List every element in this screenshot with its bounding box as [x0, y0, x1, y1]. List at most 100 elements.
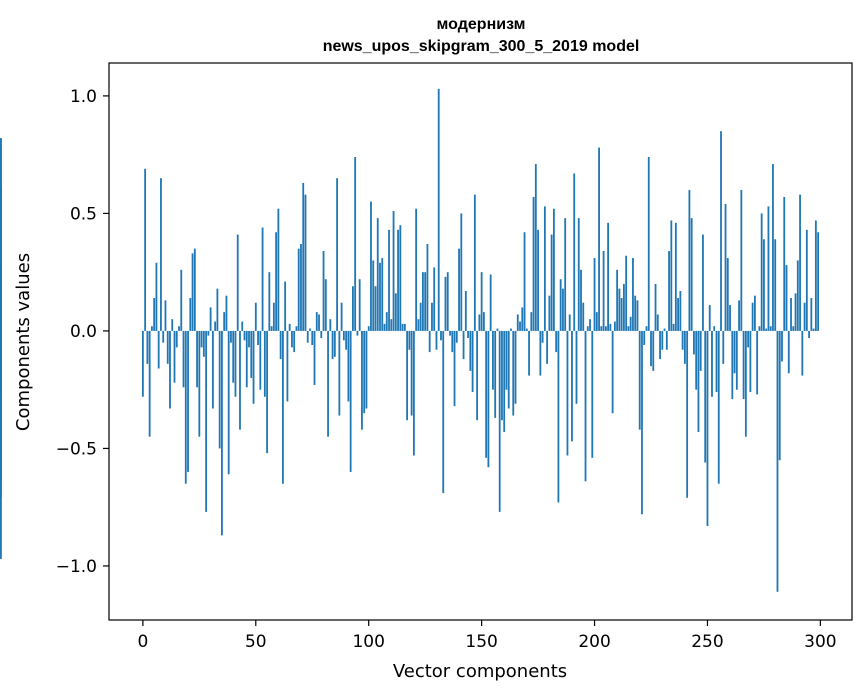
bar	[202, 330, 205, 357]
bar	[790, 298, 792, 331]
bar	[525, 328, 528, 331]
bar	[494, 330, 497, 418]
bar	[706, 330, 709, 526]
bar	[437, 88, 440, 331]
bar	[643, 330, 646, 346]
bar	[645, 326, 648, 331]
bar	[661, 330, 664, 350]
bar	[582, 302, 585, 331]
bar	[211, 330, 214, 409]
bar	[458, 248, 460, 331]
bar	[496, 328, 499, 331]
bar	[577, 218, 580, 331]
bar	[609, 323, 612, 331]
y-tick-label: 1.0	[70, 87, 97, 107]
bar	[817, 232, 820, 331]
bar	[507, 330, 510, 409]
bar	[0, 330, 2, 479]
bar	[532, 196, 535, 331]
bar	[234, 330, 237, 397]
bar	[442, 330, 445, 494]
bar	[338, 330, 341, 416]
bar	[385, 312, 388, 331]
bar	[449, 330, 451, 336]
bar	[333, 330, 336, 357]
bar	[309, 328, 311, 331]
bar	[641, 330, 643, 515]
bar	[722, 330, 725, 364]
bar	[812, 328, 815, 331]
bar	[792, 326, 795, 331]
bar	[302, 182, 305, 331]
bar	[629, 316, 632, 331]
bar	[476, 330, 479, 421]
bar	[162, 330, 165, 343]
bar	[313, 330, 316, 385]
bar	[433, 267, 436, 331]
bar	[618, 288, 621, 331]
bar	[455, 330, 458, 343]
bar	[218, 330, 221, 449]
bar	[670, 220, 673, 331]
bar	[753, 295, 756, 331]
bar	[428, 330, 431, 353]
bar	[528, 330, 530, 376]
bar	[336, 178, 338, 331]
bar	[604, 326, 607, 331]
bar	[200, 330, 203, 348]
bar	[589, 319, 591, 331]
bar	[272, 302, 275, 331]
bar	[485, 330, 488, 458]
bar	[787, 330, 790, 374]
bar	[351, 286, 354, 331]
bar	[534, 164, 537, 331]
bar	[315, 312, 318, 331]
bar	[216, 288, 219, 331]
bar	[169, 330, 171, 409]
bar	[205, 330, 208, 512]
bar	[182, 330, 185, 388]
bar	[487, 330, 490, 468]
chart-title: модернизм	[437, 16, 526, 33]
bar	[263, 330, 266, 397]
bar	[392, 211, 395, 331]
bar	[796, 260, 799, 331]
bar	[473, 194, 476, 331]
bar	[431, 302, 433, 331]
bar	[747, 330, 750, 348]
bar	[367, 326, 370, 331]
bar	[141, 330, 144, 397]
bar	[471, 330, 474, 393]
y-tick-label: 0.0	[70, 322, 97, 342]
bar	[720, 131, 722, 331]
bar	[555, 330, 558, 353]
bar	[805, 229, 808, 331]
bar	[559, 279, 562, 331]
bar	[198, 330, 201, 437]
bar	[0, 330, 2, 378]
bar	[419, 302, 422, 331]
bar	[304, 194, 307, 331]
bar	[268, 272, 271, 331]
bar	[318, 314, 320, 331]
bar	[207, 330, 210, 336]
bar	[230, 330, 232, 343]
bar	[412, 330, 415, 456]
bar	[656, 314, 659, 331]
x-tick-label: 100	[352, 632, 384, 652]
bar	[261, 227, 264, 331]
x-axis-label: Vector components	[393, 661, 567, 682]
bar	[417, 319, 420, 331]
bar	[521, 307, 524, 331]
bar	[636, 300, 639, 331]
bar	[767, 206, 770, 331]
bar	[209, 307, 212, 331]
x-tick-label: 250	[691, 632, 723, 652]
bar	[650, 330, 652, 367]
bar	[444, 276, 447, 331]
bar	[356, 330, 359, 336]
bar	[241, 321, 244, 331]
bar	[331, 330, 334, 360]
x-axis-ticks: 0 50 100 150 200 250 300	[137, 620, 837, 652]
bar	[365, 330, 368, 409]
